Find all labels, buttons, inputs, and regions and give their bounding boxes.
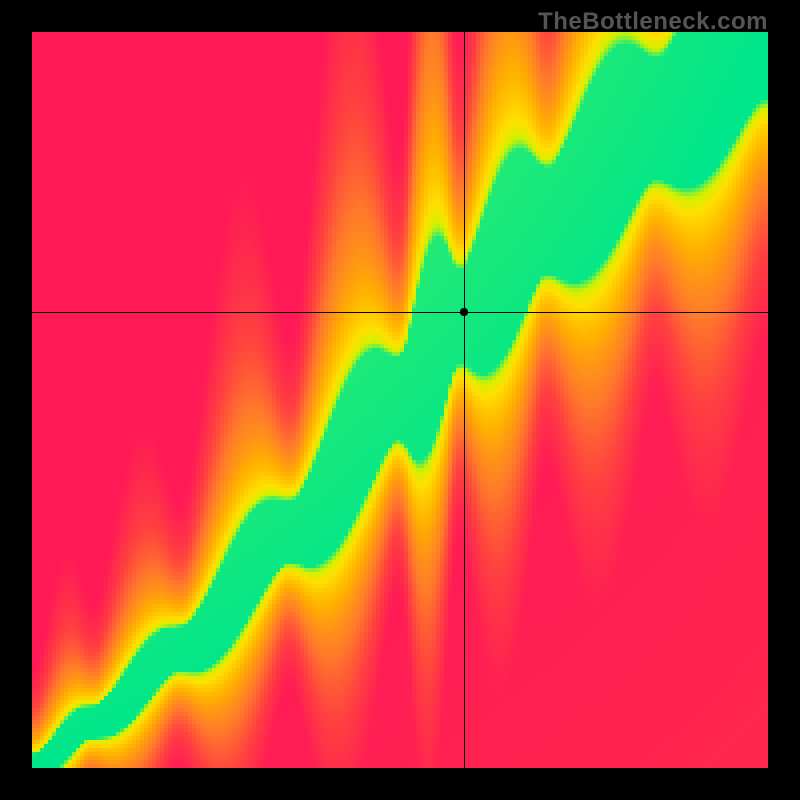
chart-container: TheBottleneck.com bbox=[0, 0, 800, 800]
watermark-text: TheBottleneck.com bbox=[538, 8, 768, 36]
bottleneck-heatmap bbox=[0, 0, 800, 800]
